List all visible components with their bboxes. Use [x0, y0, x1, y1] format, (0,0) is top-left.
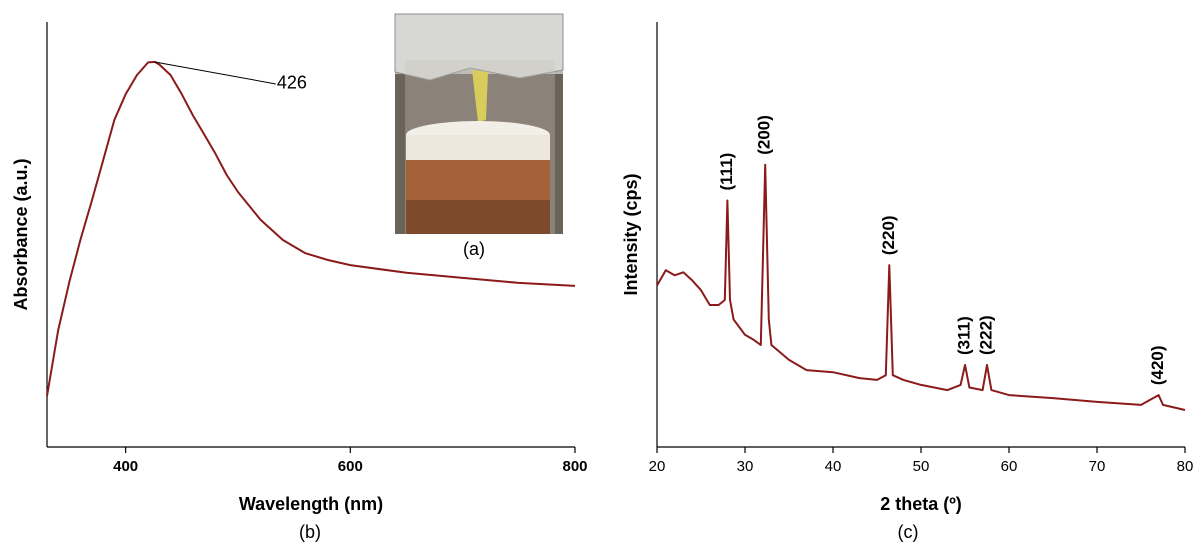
annotation: (311) [954, 316, 973, 355]
x-tick-label: 20 [649, 458, 666, 475]
caption: (c) [898, 522, 919, 542]
annotation: (111) [717, 153, 736, 191]
x-tick-label: 40 [825, 458, 842, 475]
annotation: 426 [277, 73, 307, 93]
caption: (a) [463, 239, 485, 259]
x-axis-label: 2 theta (º) [880, 494, 962, 514]
x-tick-label: 30 [737, 458, 754, 475]
x-tick-label: 800 [562, 458, 587, 475]
y-axis-label: Intensity (cps) [621, 173, 641, 295]
data-line [656, 163, 1186, 411]
x-tick-label: 60 [1001, 458, 1018, 475]
x-axis-label: Wavelength (nm) [239, 494, 383, 514]
caption: (b) [299, 522, 321, 542]
photo [394, 13, 564, 234]
annotation: (200) [755, 115, 774, 155]
x-tick-label: 400 [113, 458, 138, 475]
x-tick-label: 80 [1177, 458, 1194, 475]
annotation: (220) [879, 215, 898, 255]
leader-line [154, 61, 276, 85]
data-line [46, 60, 576, 397]
x-tick-label: 600 [338, 458, 363, 475]
x-tick-label: 70 [1089, 458, 1106, 475]
annotation: (420) [1148, 345, 1167, 385]
annotation: (222) [976, 315, 995, 355]
y-axis-label: Absorbance (a.u.) [11, 158, 31, 310]
x-tick-label: 50 [913, 458, 930, 475]
